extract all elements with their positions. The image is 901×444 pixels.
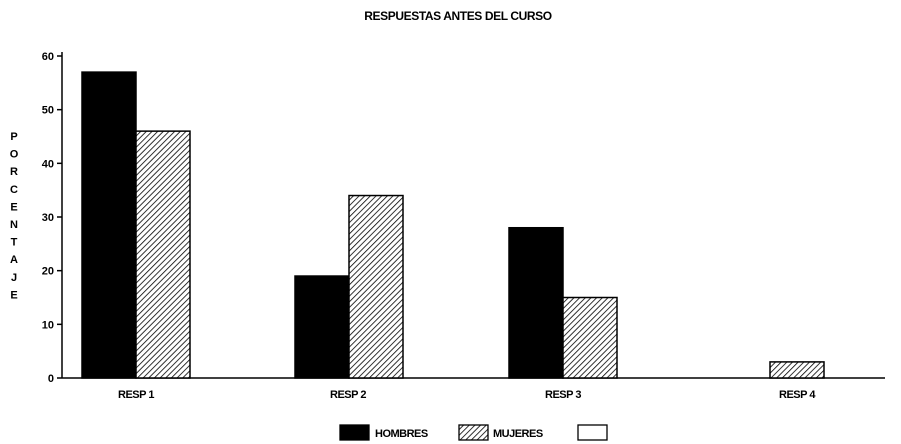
legend-label: HOMBRES: [375, 428, 428, 440]
bar-mujeres-1: [135, 130, 191, 379]
y-axis-ticks: 0 10 20 30 40 50 60: [42, 51, 62, 385]
x-axis-categories: RESP 1 RESP 2 RESP 3 RESP 4: [118, 389, 817, 401]
bar-hombres-2: [294, 275, 350, 379]
bar-hombres-3: [508, 226, 564, 379]
legend-swatch: [577, 424, 608, 441]
y-tick-label: 0: [48, 373, 54, 385]
legend-swatch: [339, 424, 370, 441]
bar-mujeres-2: [348, 194, 404, 379]
legend-label: MUJERES: [493, 428, 543, 440]
y-tick-label: 50: [42, 105, 54, 117]
y-tick-label: 30: [42, 212, 54, 224]
bar-hombres-1: [81, 71, 137, 379]
chart-title: RESPUESTAS ANTES DEL CURSO: [364, 9, 551, 23]
x-tick-label: RESP 3: [545, 389, 581, 401]
y-tick-label: 40: [42, 158, 54, 170]
x-tick-label: RESP 4: [779, 389, 816, 401]
y-tick-label: 10: [42, 319, 54, 331]
legend-swatch: [458, 424, 489, 441]
legend: HOMBRES MUJERES: [339, 424, 608, 441]
bars: [81, 71, 825, 379]
y-tick-label: 20: [42, 266, 54, 278]
bar-mujeres-3: [562, 296, 618, 379]
bar-mujeres-4: [769, 361, 825, 379]
x-tick-label: RESP 2: [330, 389, 366, 401]
y-tick-label: 60: [42, 51, 54, 63]
x-tick-label: RESP 1: [118, 389, 154, 401]
